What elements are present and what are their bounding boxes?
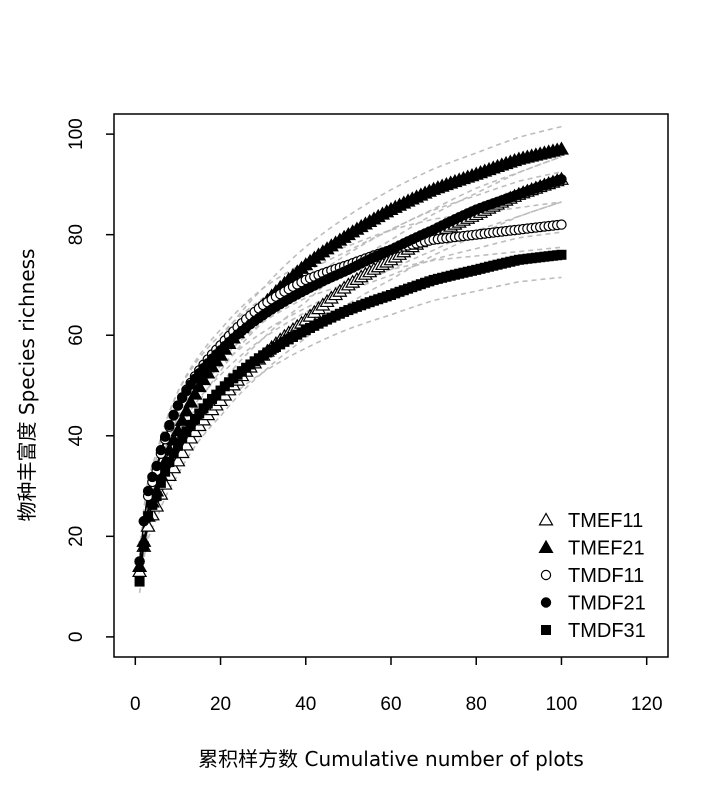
y-tick-label: 40	[66, 425, 87, 446]
legend: TMEF11 TMEF21 TMDF11 TMDF21 TMDF31	[538, 510, 646, 642]
data-point	[183, 394, 199, 408]
series-layer	[132, 141, 569, 587]
x-tick-label: 120	[631, 694, 663, 715]
x-tick-label: 40	[295, 694, 316, 715]
x-tick-label: 60	[380, 694, 401, 715]
data-point	[147, 471, 158, 483]
legend-label: TMDF11	[568, 565, 644, 587]
y-axis: 0 20 40 60 80 100	[66, 118, 114, 642]
y-tick-label: 100	[66, 118, 87, 150]
x-tick-label: 80	[466, 694, 487, 715]
data-point	[142, 485, 154, 497]
data-point	[183, 430, 199, 444]
data-point	[155, 477, 166, 488]
data-point	[178, 403, 194, 417]
data-point	[191, 378, 207, 393]
data-point	[151, 491, 162, 502]
y-tick-label: 80	[66, 224, 87, 245]
legend-label: TMEF11	[568, 510, 643, 532]
y-tick-label: 20	[66, 526, 87, 547]
legend-marker	[538, 539, 554, 553]
data-point	[134, 576, 145, 587]
x-tick-label: 100	[546, 694, 578, 715]
data-point	[556, 174, 567, 185]
legend-marker	[538, 512, 554, 526]
confidence-curve	[138, 201, 562, 583]
legend-label: TMDF21	[568, 593, 646, 615]
legend-marker	[541, 625, 551, 635]
data-point	[174, 412, 190, 426]
data-point	[147, 499, 158, 510]
data-point	[143, 511, 154, 522]
data-point	[134, 556, 145, 567]
y-tick-label: 0	[66, 632, 87, 643]
series-markers	[134, 249, 567, 587]
confidence-curve	[138, 125, 562, 556]
data-point	[556, 219, 567, 230]
data-point	[138, 541, 149, 552]
data-point	[178, 437, 194, 451]
x-tick-label: 0	[130, 694, 141, 715]
data-point	[195, 371, 212, 386]
data-point	[187, 386, 203, 400]
series-markers	[134, 174, 567, 567]
data-point	[159, 431, 171, 442]
y-axis-title: 物种丰富度 Species richness	[15, 249, 39, 522]
data-point	[164, 419, 175, 431]
x-tick-label: 20	[210, 694, 231, 715]
x-axis-title: 累积样方数 Cumulative number of plots	[198, 747, 584, 771]
data-point	[168, 409, 179, 420]
data-point	[556, 249, 567, 260]
data-point	[164, 457, 175, 468]
data-point	[174, 444, 190, 459]
data-point	[170, 453, 186, 467]
x-axis: 0 20 40 60 80 100 120	[130, 657, 663, 715]
y-tick-label: 60	[66, 325, 87, 346]
legend-marker	[540, 597, 552, 608]
data-point	[155, 444, 167, 456]
data-point	[160, 466, 171, 477]
legend-label: TMDF31	[568, 620, 646, 642]
legend-label: TMEF21	[568, 538, 645, 560]
data-point	[172, 400, 184, 411]
confidence-curve	[138, 155, 562, 551]
legend-marker	[540, 569, 552, 581]
data-point	[553, 141, 569, 155]
data-point	[151, 460, 162, 472]
